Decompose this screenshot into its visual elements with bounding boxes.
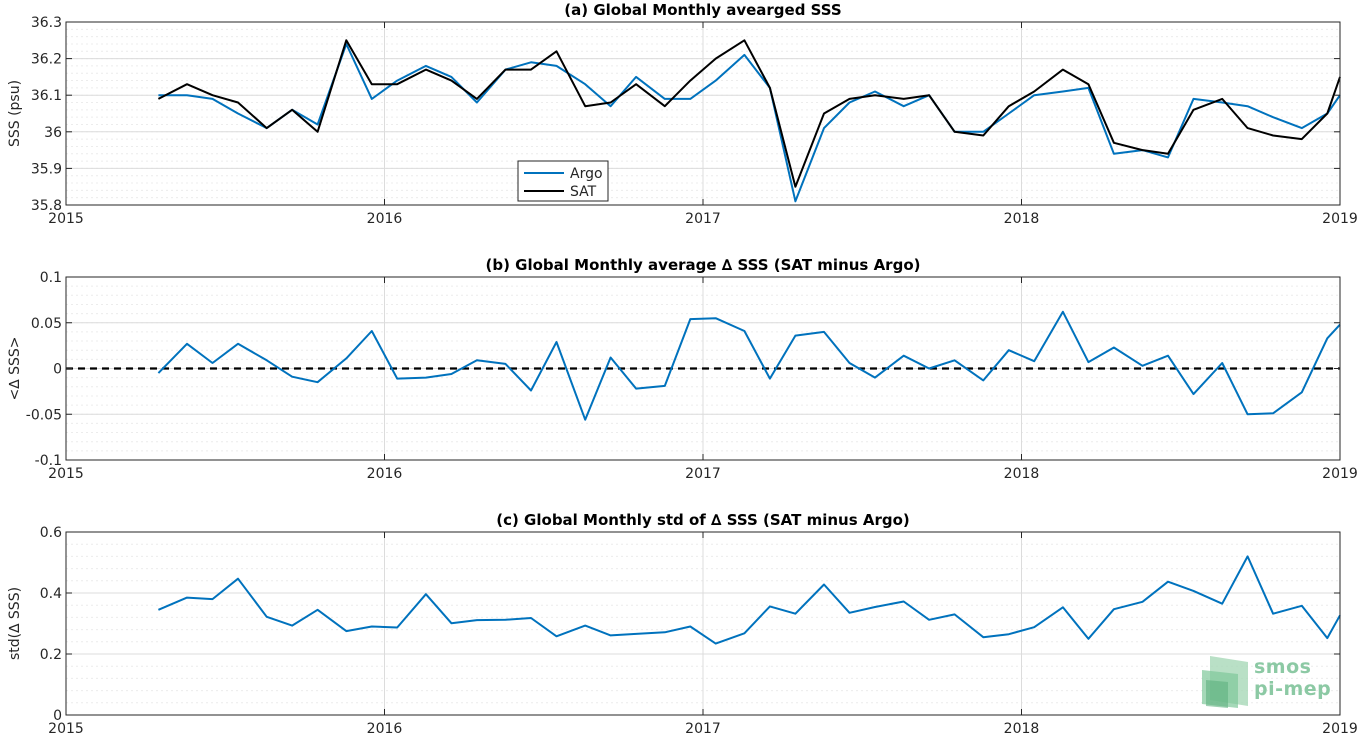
y-tick-label: 35.9 xyxy=(31,161,62,177)
y-tick-label: 0.05 xyxy=(31,316,62,332)
x-tick-label: 2016 xyxy=(367,721,403,737)
x-tick-label: 2015 xyxy=(48,466,84,482)
y-tick-label: -0.1 xyxy=(35,453,62,469)
y-tick-label: 0.4 xyxy=(40,586,62,602)
x-tick-label: 2017 xyxy=(685,211,721,227)
chart-title: (b) Global Monthly average ∆ SSS (SAT mi… xyxy=(486,256,921,274)
legend: Argo SAT xyxy=(517,160,609,202)
x-tick-label: 2018 xyxy=(1004,211,1040,227)
smos-pimep-logo: smos pi-mep xyxy=(1198,654,1338,710)
series-line-delta-sss xyxy=(158,555,1341,645)
y-axis-label: <∆ SSS> xyxy=(7,337,23,401)
y-tick-label: 0 xyxy=(53,362,62,378)
legend-label-argo: Argo xyxy=(570,166,603,182)
y-tick-label: 35.8 xyxy=(31,198,62,214)
y-tick-label: 36.3 xyxy=(31,15,62,31)
y-tick-label: 0 xyxy=(53,708,62,724)
y-tick-label: 0.2 xyxy=(40,647,62,663)
y-tick-label: -0.05 xyxy=(26,407,62,423)
y-tick-label: 0.6 xyxy=(40,525,62,541)
series-line-argo xyxy=(158,43,1341,203)
panel-a-global-monthly-sss: 2015 2016 2017 2018 2019 35.8 35.9 36 36.1 36.2 36… xyxy=(7,1,1358,227)
x-tick-label: 2018 xyxy=(1004,466,1040,482)
panel-c-std-delta-sss: 2015 2016 2017 2018 2019 0 0.2 0.4 0.6 (c) Global… xyxy=(7,511,1358,737)
series-line-delta-sss xyxy=(157,310,1341,421)
x-tick-label: 2018 xyxy=(1004,721,1040,737)
legend-box xyxy=(517,160,609,202)
x-tick-label: 2019 xyxy=(1322,721,1358,737)
x-tick-label: 2016 xyxy=(367,211,403,227)
logo-line-pimep: pi-mep xyxy=(1254,678,1332,700)
smos-pimep-logo-icon xyxy=(1202,656,1248,708)
y-tick-label: 0.1 xyxy=(40,270,62,286)
y-tick-label: 36.1 xyxy=(31,88,62,104)
y-tick-label: 36 xyxy=(44,125,62,141)
x-tick-label: 2019 xyxy=(1322,466,1358,482)
chart-title: (c) Global Monthly std of ∆ SSS (SAT min… xyxy=(496,511,910,529)
logo-line-smos: smos xyxy=(1254,656,1312,678)
x-tick-label: 2016 xyxy=(367,466,403,482)
y-axis-label: std(∆ SSS) xyxy=(7,587,23,660)
series-line-sat xyxy=(157,39,1341,188)
x-tick-label: 2015 xyxy=(48,211,84,227)
chart-title: (a) Global Monthly avearged SSS xyxy=(564,1,841,19)
x-tick-label: 2017 xyxy=(685,721,721,737)
panel-b-delta-sss: 2015 2016 2017 2018 2019 -0.1 -0.05 0 0.05 0.1 (b)… xyxy=(7,256,1358,482)
x-tick-label: 2015 xyxy=(48,721,84,737)
x-tick-label: 2019 xyxy=(1322,211,1358,227)
x-tick-label: 2017 xyxy=(685,466,721,482)
y-axis-label: SSS (psu) xyxy=(7,80,23,147)
y-tick-label: 36.2 xyxy=(31,52,62,68)
legend-label-sat: SAT xyxy=(570,184,597,200)
